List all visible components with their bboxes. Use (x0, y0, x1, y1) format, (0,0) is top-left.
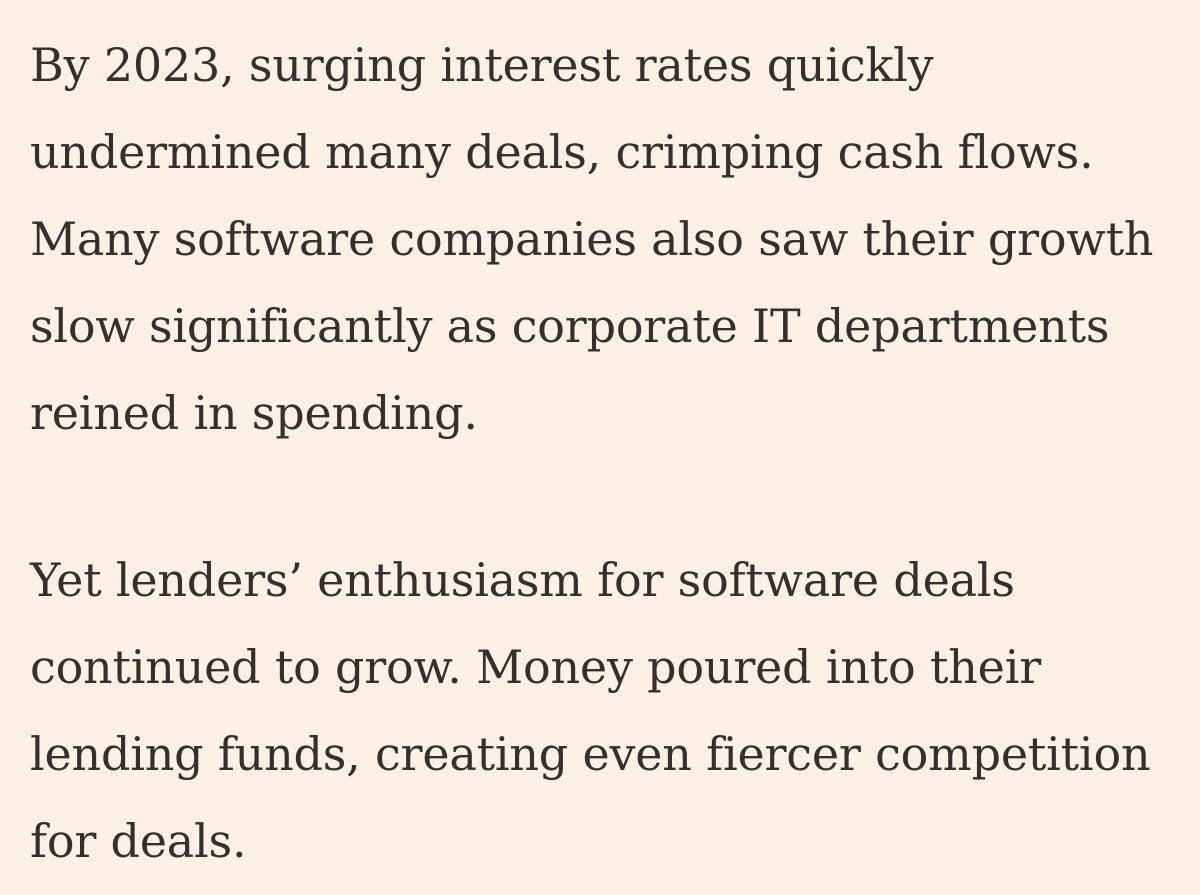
paragraph-line: reined in spending. (30, 386, 478, 440)
paragraph-line: undermined many deals, crimping cash flo… (30, 125, 1094, 179)
paragraph-line: continued to grow. Money poured into the… (30, 640, 1041, 694)
paragraph-line: Yet lenders’ enthusiasm for software dea… (30, 553, 1015, 607)
article-body: By 2023, surging interest rates quickly … (30, 22, 1180, 885)
paragraph-2: Yet lenders’ enthusiasm for software dea… (30, 537, 1180, 885)
paragraph-line: By 2023, surging interest rates quickly (30, 38, 934, 92)
paragraph-line: Many software companies also saw their g… (30, 212, 1154, 266)
paragraph-line: lending funds, creating even fiercer com… (30, 727, 1151, 781)
paragraph-line: slow significantly as corporate IT depar… (30, 299, 1110, 353)
paragraph-line: for deals. (30, 814, 247, 868)
paragraph-spacing (30, 457, 1180, 537)
paragraph-1: By 2023, surging interest rates quickly … (30, 22, 1180, 457)
